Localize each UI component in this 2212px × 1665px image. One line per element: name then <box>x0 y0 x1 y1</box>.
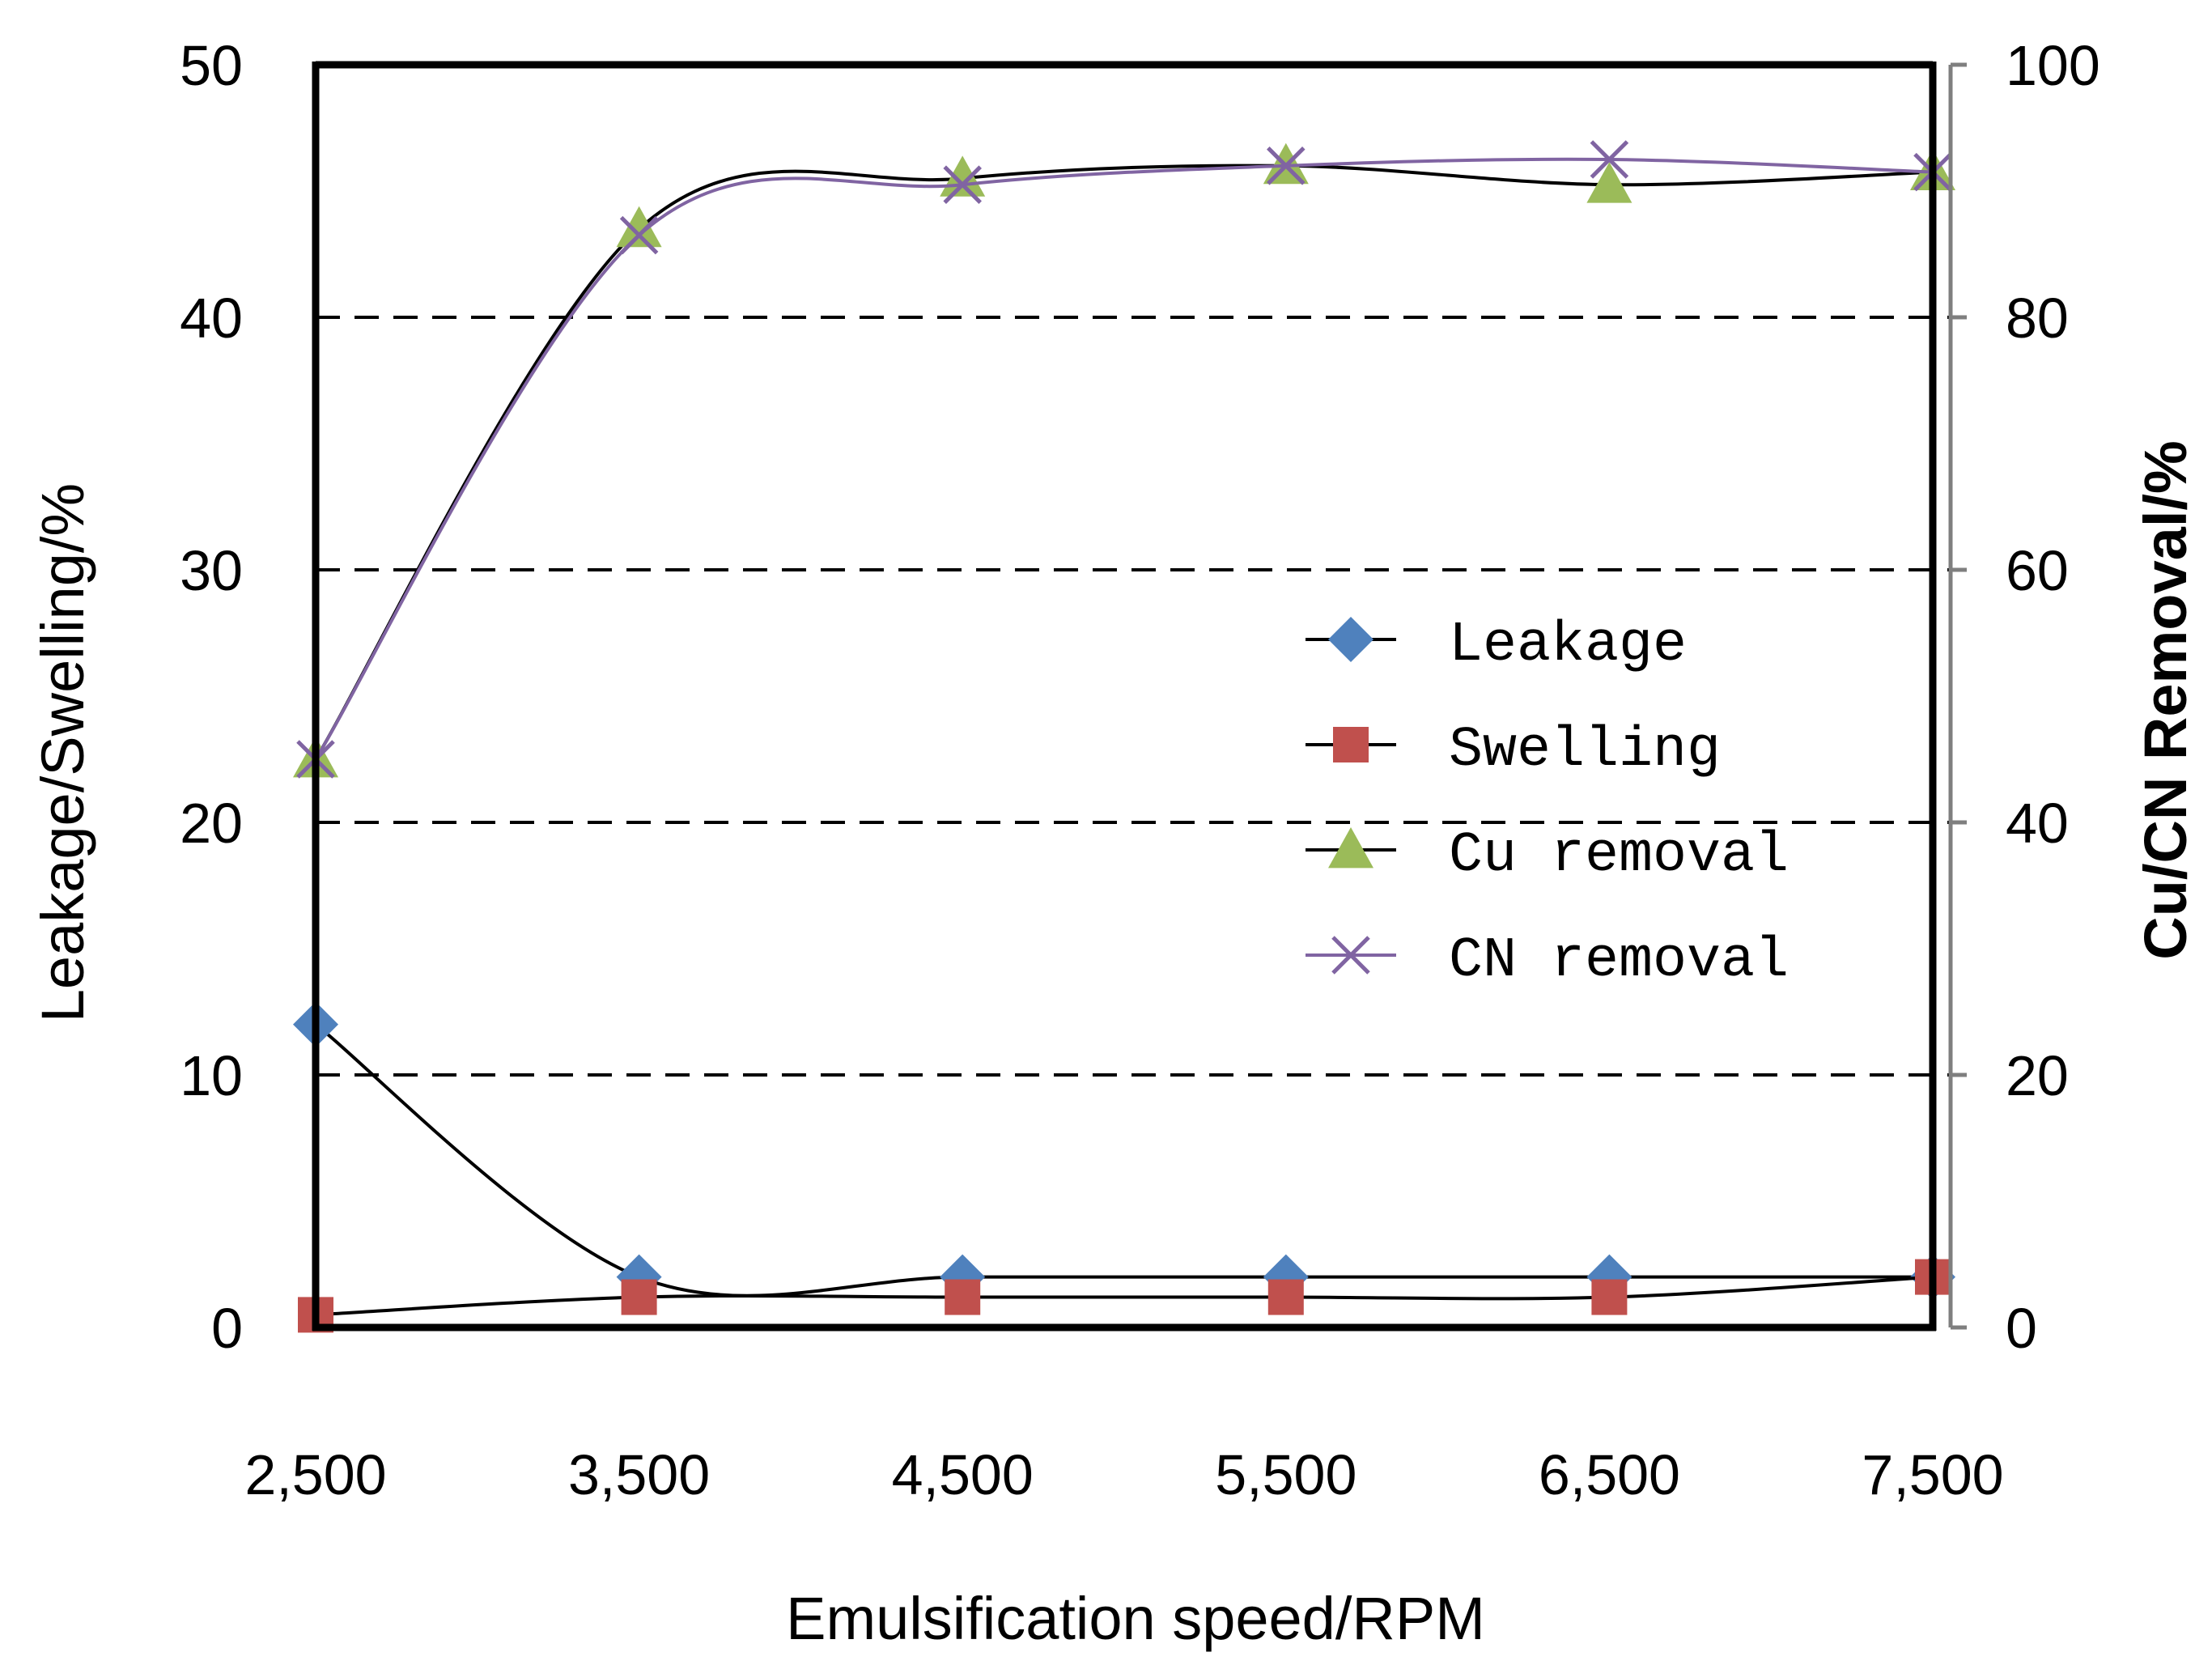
x-tick-label: 6,500 <box>1539 1443 1680 1506</box>
y-right-tick-label: 60 <box>2006 539 2069 602</box>
data-point-swelling <box>1267 1279 1304 1315</box>
legend-item-cn-removal: CN removal <box>1306 929 1789 993</box>
legend-marker <box>1328 827 1373 869</box>
grid-lines <box>316 316 1951 1077</box>
plot-frame <box>312 61 1953 1332</box>
y-right-tick-label: 80 <box>2006 287 2069 350</box>
legend-marker <box>1333 727 1369 762</box>
data-point-cu-removal <box>616 206 662 248</box>
series-cu-removal <box>293 142 1955 778</box>
y-right-tick-label: 20 <box>2006 1044 2069 1107</box>
series-line-cu-removal <box>314 164 1934 761</box>
legend-label: CN removal <box>1449 929 1789 993</box>
legend-item-leakage: Leakage <box>1306 614 1687 677</box>
series-cn-removal <box>296 140 1952 779</box>
data-point-cn-removal <box>1267 147 1306 185</box>
x-tick-label: 7,500 <box>1862 1443 2003 1506</box>
axis-ticks: 0 10 20 30 40 50 0 20 40 60 80 100 2,500 3,500 4,500 5,… <box>180 34 2100 1506</box>
series-line-swelling <box>315 1275 1934 1317</box>
legend: Leakage Swelling Cu removal CN removal <box>1306 614 1789 993</box>
series-swelling <box>298 1259 1951 1333</box>
data-point-cn-removal <box>1590 140 1629 179</box>
y-right-axis-title: Cu/CN Removal/% <box>2132 440 2199 959</box>
y-left-tick-label: 30 <box>180 539 243 602</box>
legend-marker <box>1331 936 1370 975</box>
x-tick-label: 2,500 <box>244 1443 386 1506</box>
legend-label: Leakage <box>1449 614 1687 677</box>
x-tick-label: 5,500 <box>1215 1443 1356 1506</box>
y-left-tick-label: 0 <box>211 1297 243 1360</box>
y-right-tick-label: 0 <box>2006 1297 2037 1360</box>
y-left-tick-label: 40 <box>180 287 243 350</box>
x-axis-title: Emulsification speed/RPM <box>786 1585 1485 1652</box>
data-point-swelling <box>945 1279 981 1315</box>
y-left-tick-label: 50 <box>180 34 243 97</box>
series-line-leakage <box>314 1023 1933 1298</box>
y-right-tick-label: 40 <box>2006 792 2069 855</box>
y-right-tick-label: 100 <box>2006 34 2100 97</box>
legend-marker <box>1328 617 1373 662</box>
y-left-tick-label: 10 <box>180 1044 243 1107</box>
data-point-cu-removal <box>1586 162 1632 203</box>
series-line-cn-removal <box>314 157 1934 761</box>
data-point-swelling <box>621 1279 657 1315</box>
data-point-swelling <box>1591 1279 1628 1315</box>
series-leakage <box>293 1001 1955 1300</box>
y-left-axis-title: Leakage/Swelling/% <box>29 483 96 1022</box>
legend-label: Swelling <box>1449 719 1721 783</box>
legend-item-swelling: Swelling <box>1306 719 1721 783</box>
x-tick-label: 4,500 <box>892 1443 1034 1506</box>
legend-item-cu-removal: Cu removal <box>1306 824 1789 888</box>
data-point-cn-removal <box>943 165 982 204</box>
legend-label: Cu removal <box>1449 824 1789 888</box>
data-point-cn-removal <box>619 215 659 255</box>
x-tick-label: 3,500 <box>568 1443 710 1506</box>
y-left-tick-label: 20 <box>180 792 243 855</box>
